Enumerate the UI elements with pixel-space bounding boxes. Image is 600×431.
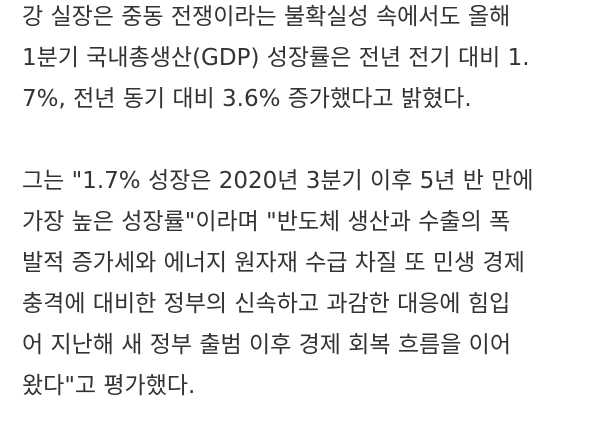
text-line: 가장 높은 성장률"이라며 "반도체 생산과 수출의 폭	[22, 209, 511, 235]
text-line: 강 실장은 중동 전쟁이라는 불확실성 속에서도 올해	[22, 4, 511, 30]
text-line: 7%, 전년 동기 대비 3.6% 증가했다고 밝혔다.	[22, 86, 472, 112]
text-line: 어 지난해 새 정부 출범 이후 경제 회복 흐름을 이어	[22, 332, 511, 358]
text-line: 충격에 대비한 정부의 신속하고 과감한 대응에 힘입	[22, 291, 511, 317]
text-line: 왔다"고 평가했다.	[22, 373, 196, 399]
text-line: 1분기 국내총생산(GDP) 성장률은 전년 전기 대비 1.	[22, 45, 530, 71]
text-line: 그는 "1.7% 성장은 2020년 3분기 이후 5년 반 만에	[22, 168, 534, 194]
text-line: 발적 증가세와 에너지 원자재 수급 차질 또 민생 경제	[22, 250, 525, 276]
